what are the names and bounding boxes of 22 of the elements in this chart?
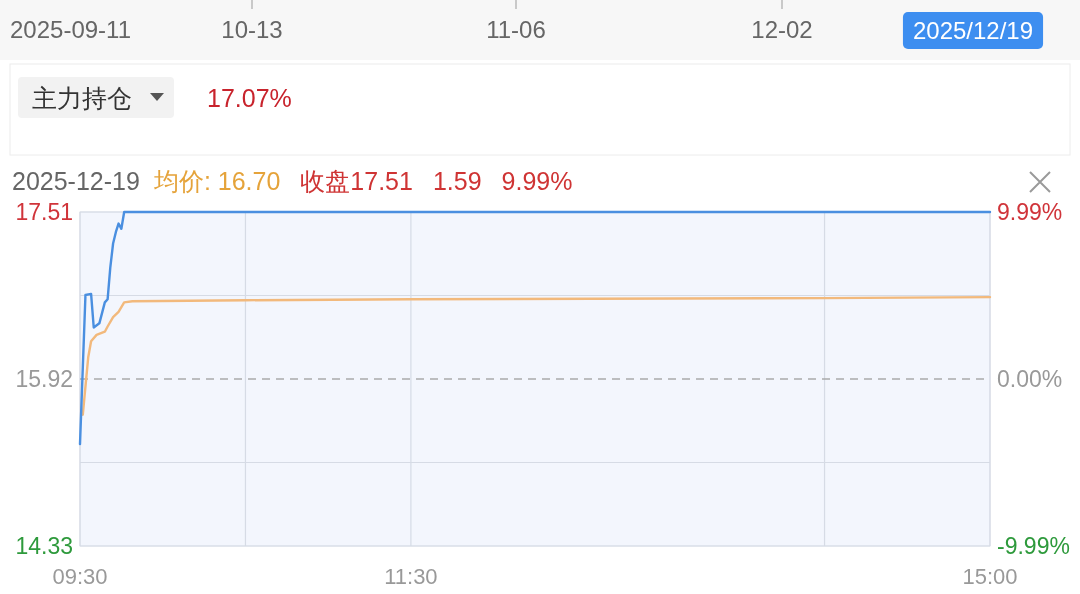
y-tick-label: 15.92 xyxy=(15,366,73,392)
y-tick-label: 17.51 xyxy=(15,199,73,225)
y2-tick-label: -9.99% xyxy=(997,533,1070,559)
text: 10-13 xyxy=(221,16,283,43)
text: 收盘17.51 xyxy=(300,167,413,195)
line-series xyxy=(81,295,992,416)
y-tick-label: 14.33 xyxy=(15,533,73,559)
y2-tick-label: 0.00% xyxy=(997,366,1063,392)
text: 17.07% xyxy=(207,84,292,112)
text: 2025/12/19 xyxy=(912,17,1034,44)
text: 均价: 16.70 xyxy=(152,167,281,195)
text: 1.59 xyxy=(432,167,482,195)
text: 主力持仓 xyxy=(32,84,132,112)
x-tick-label: 11:30 xyxy=(384,563,438,589)
chart-title: 2025-12-19 xyxy=(12,167,140,195)
text: 2025-09-11 xyxy=(10,16,131,43)
x-tick-label: 09:30 xyxy=(52,563,108,589)
y2-tick-label: 9.99% xyxy=(997,199,1063,225)
text: 11-06 xyxy=(486,16,546,43)
text: 12-02 xyxy=(751,16,813,43)
x-tick-label: 15:00 xyxy=(962,563,1018,589)
text: 9.99% xyxy=(501,167,573,195)
